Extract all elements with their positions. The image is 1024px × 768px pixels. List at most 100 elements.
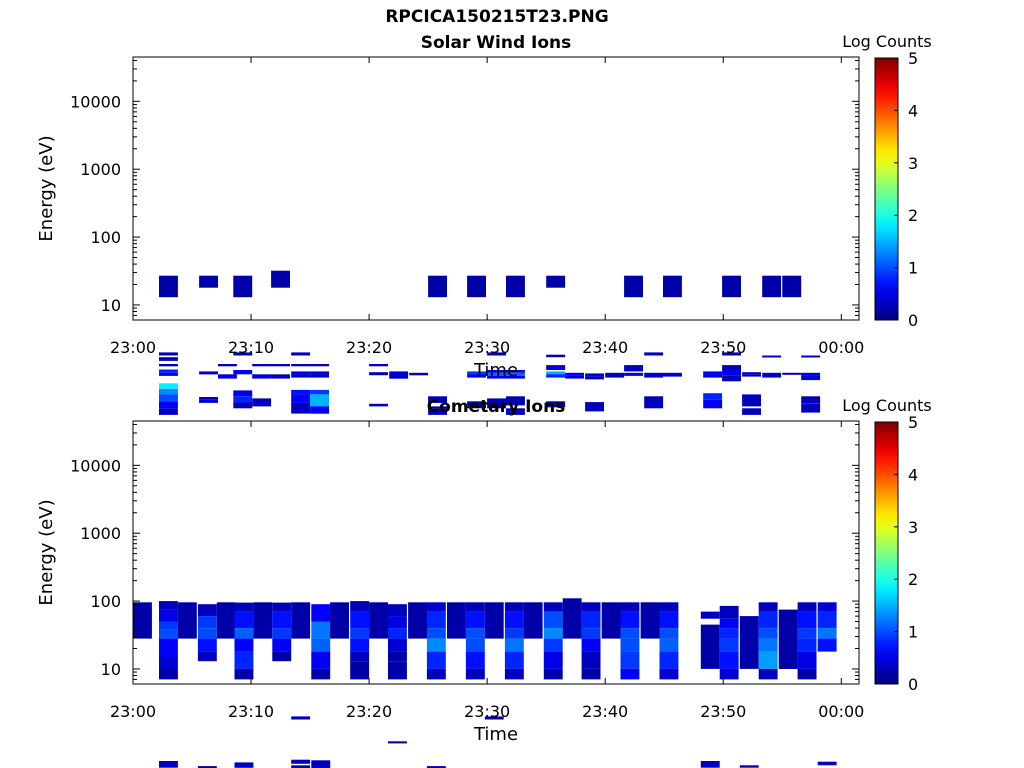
heatmap-cell bbox=[762, 372, 782, 378]
heatmap-cell bbox=[159, 383, 178, 389]
colorbar-tick-label: 0 bbox=[908, 311, 918, 330]
y-tick-label: 10 bbox=[101, 296, 121, 315]
heatmap-cell bbox=[620, 668, 640, 680]
heatmap-cell bbox=[506, 411, 525, 415]
heatmap-cell bbox=[272, 602, 292, 612]
heatmap-cell bbox=[159, 601, 178, 610]
heatmap-cell bbox=[197, 616, 217, 629]
heatmap-cell bbox=[758, 611, 778, 629]
heatmap-cell bbox=[197, 766, 217, 768]
heatmap-cell bbox=[640, 602, 660, 639]
heatmap-cell bbox=[311, 668, 331, 680]
x-tick-label: 23:20 bbox=[346, 338, 392, 357]
heatmap-cell bbox=[797, 602, 817, 612]
heatmap-cell bbox=[197, 604, 217, 617]
heatmap-cell bbox=[504, 602, 524, 612]
colorbar-tick-label: 5 bbox=[908, 413, 918, 432]
heatmap-cell bbox=[722, 370, 741, 376]
heatmap-cell bbox=[426, 628, 446, 639]
plot-frame bbox=[132, 420, 860, 685]
heatmap-cell bbox=[543, 602, 563, 612]
heatmap-cell bbox=[719, 618, 739, 629]
heatmap-cell bbox=[562, 598, 582, 639]
x-tick-label: 00:00 bbox=[818, 338, 864, 357]
heatmap-cell bbox=[197, 638, 217, 652]
heatmap-cell bbox=[487, 375, 506, 379]
heatmap-cell bbox=[350, 628, 370, 639]
heatmap-cell bbox=[350, 638, 370, 652]
colorbar-label: Log Counts bbox=[842, 32, 932, 51]
heatmap-cell bbox=[408, 602, 427, 639]
heatmap-cell bbox=[197, 628, 217, 639]
heatmap-cell bbox=[703, 371, 723, 375]
heatmap-cell bbox=[310, 364, 329, 367]
heatmap-cell bbox=[291, 402, 311, 414]
heatmap-cell bbox=[543, 638, 563, 652]
heatmap-cell bbox=[624, 372, 643, 376]
heatmap-cell bbox=[817, 638, 837, 652]
heatmap-cell bbox=[467, 401, 486, 409]
heatmap-cell bbox=[311, 760, 331, 768]
heatmap-cell bbox=[426, 651, 446, 669]
heatmap-cell bbox=[233, 370, 253, 375]
heatmap-cell bbox=[797, 638, 817, 652]
heatmap-cell bbox=[546, 371, 566, 375]
heatmap-cell bbox=[272, 638, 292, 652]
heatmap-cell bbox=[797, 628, 817, 639]
heatmap-cell bbox=[659, 638, 679, 652]
y-tick-label: 100 bbox=[90, 592, 121, 611]
heatmap-cell bbox=[504, 611, 524, 629]
heatmap-cell bbox=[467, 275, 486, 298]
heatmap-cell bbox=[409, 372, 429, 376]
heatmap-cell bbox=[782, 372, 802, 375]
heatmap-cell bbox=[797, 651, 817, 669]
heatmap-cell bbox=[797, 611, 817, 629]
heatmap-cell bbox=[350, 651, 370, 662]
heatmap-cell bbox=[199, 397, 218, 400]
heatmap-cell bbox=[234, 668, 254, 680]
heatmap-cell bbox=[506, 370, 525, 373]
heatmap-cell bbox=[291, 374, 311, 378]
heatmap-cell bbox=[546, 401, 566, 408]
heatmap-cell bbox=[291, 716, 311, 720]
heatmap-cell bbox=[565, 372, 584, 376]
heatmap-cell bbox=[159, 621, 178, 630]
heatmap-cell bbox=[742, 374, 761, 377]
x-tick-label: 23:50 bbox=[700, 338, 746, 357]
heatmap-cell bbox=[722, 275, 741, 298]
heatmap-cell bbox=[159, 372, 178, 376]
heatmap-cell bbox=[620, 611, 640, 629]
heatmap-cell bbox=[199, 371, 218, 375]
heatmap-cell bbox=[291, 364, 311, 367]
heatmap-cell bbox=[758, 602, 778, 612]
heatmap-cell bbox=[801, 375, 821, 381]
y-tick-label: 10000 bbox=[70, 456, 121, 475]
heatmap-cell bbox=[487, 352, 506, 356]
heatmap-cell bbox=[742, 408, 761, 415]
heatmap-cell bbox=[523, 602, 543, 639]
heatmap-cell bbox=[546, 374, 566, 378]
heatmap-cell bbox=[581, 628, 601, 639]
heatmap-cell bbox=[253, 602, 273, 639]
heatmap-cell bbox=[504, 628, 524, 639]
colorbar-tick-label: 3 bbox=[908, 154, 918, 173]
heatmap-cell bbox=[801, 403, 821, 413]
heatmap-cell bbox=[543, 668, 563, 680]
heatmap-cell bbox=[644, 396, 664, 409]
heatmap-cell bbox=[428, 408, 447, 415]
heatmap-cell bbox=[659, 611, 679, 629]
heatmap-cell bbox=[388, 661, 407, 680]
colorbar-tick-label: 5 bbox=[908, 49, 918, 68]
heatmap-cell bbox=[369, 372, 388, 376]
heatmap-cell bbox=[159, 352, 178, 356]
heatmap-cell bbox=[624, 275, 643, 298]
heatmap-cell bbox=[159, 369, 178, 373]
heatmap-cell bbox=[506, 396, 525, 406]
heatmap-cell bbox=[817, 611, 837, 629]
x-tick-label: 23:00 bbox=[110, 338, 156, 357]
heatmap-cell bbox=[581, 611, 601, 629]
heatmap-cell bbox=[159, 401, 178, 409]
heatmap-cell bbox=[291, 602, 311, 639]
y-tick-label: 1000 bbox=[80, 160, 121, 179]
heatmap-cell bbox=[546, 275, 566, 288]
